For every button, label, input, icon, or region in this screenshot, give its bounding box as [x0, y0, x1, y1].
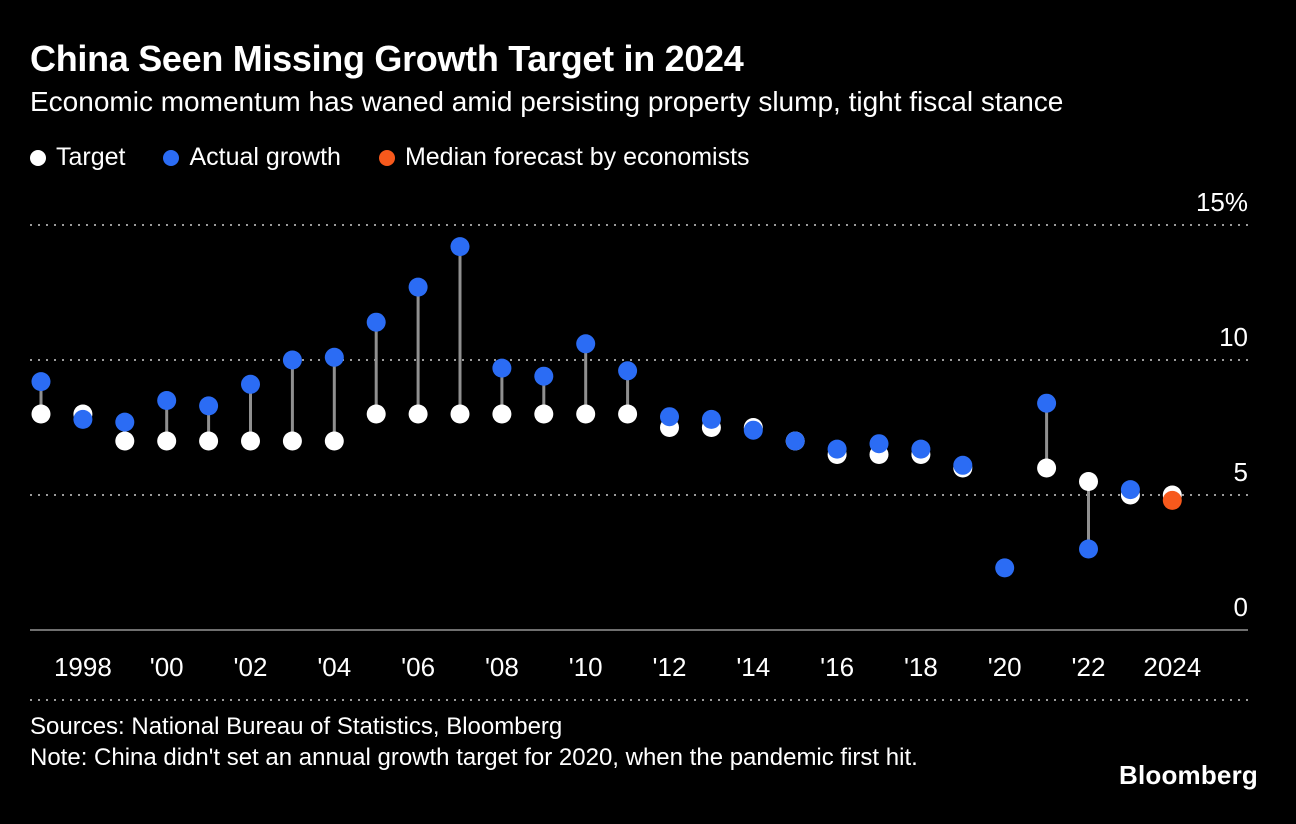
median-forecast-legend-dot	[378, 149, 395, 166]
target-dot-1997	[31, 404, 51, 424]
target-dot-2001	[199, 431, 219, 451]
target-legend-dot	[30, 149, 46, 166]
actual-dot-2018	[911, 439, 931, 459]
forecast-dot-2024	[1162, 490, 1182, 510]
actual-dot-2011	[618, 361, 638, 381]
target-dot-2006	[408, 404, 428, 424]
actual-dot-2004	[324, 347, 344, 367]
x-tick-label: '20	[988, 652, 1022, 682]
x-tick-label: '18	[904, 652, 938, 682]
target-dot-2022	[1079, 472, 1098, 491]
actual-dot-2005	[366, 312, 386, 332]
target-dot-2007	[450, 404, 470, 424]
actual-dot-2009	[534, 366, 554, 386]
x-tick-label: '06	[401, 652, 435, 682]
bloomberg-logo: Bloomberg	[1118, 760, 1258, 790]
actual-dot-2001	[199, 396, 219, 416]
actual-dot-2019	[953, 455, 973, 475]
actual-growth-legend-dot	[163, 149, 180, 166]
x-tick-label: 2024	[1143, 652, 1201, 682]
chart-legend: Target Actual growth Median forecast by …	[30, 143, 750, 172]
x-tick-label: '04	[317, 652, 351, 682]
actual-dot-2007	[450, 237, 470, 257]
y-tick-label: 0	[1234, 592, 1248, 622]
x-tick-label: '10	[569, 652, 603, 682]
x-tick-label: '16	[820, 652, 854, 682]
actual-dot-1997	[31, 372, 51, 392]
y-tick-label: 5	[1234, 457, 1248, 487]
actual-dot-2012	[660, 407, 679, 427]
target-dot-2008	[492, 404, 512, 424]
actual-dot-2022	[1079, 539, 1098, 559]
x-tick-label: '02	[234, 652, 268, 682]
actual-dot-2014	[743, 420, 763, 440]
legend-item-target: Target	[30, 143, 125, 172]
actual-dot-2013	[701, 409, 721, 429]
x-tick-label: 1998	[54, 652, 112, 682]
target-dot-2009	[534, 404, 554, 424]
y-tick-label: 15%	[1196, 187, 1248, 217]
actual-dot-2020	[995, 558, 1015, 578]
actual-dot-2003	[282, 350, 302, 370]
note-line: Note: China didn't set an annual growth …	[30, 744, 918, 771]
sources-line: Sources: National Bureau of Statistics, …	[30, 713, 563, 740]
actual-dot-2010	[576, 334, 596, 354]
y-tick-label: 10	[1219, 322, 1248, 352]
target-dot-2011	[618, 404, 638, 424]
actual-dot-2015	[785, 431, 805, 451]
target-dot-2002	[241, 431, 260, 451]
x-tick-label: '00	[150, 652, 184, 682]
actual-dot-2002	[241, 374, 260, 394]
target-dot-1999	[115, 431, 135, 451]
x-tick-label: '08	[485, 652, 519, 682]
actual-dot-1999	[115, 412, 135, 432]
target-dot-2010	[576, 404, 596, 424]
legend-label-target: Target	[56, 143, 126, 171]
actual-dot-1998	[73, 409, 93, 429]
chart-subtitle: Economic momentum has waned amid persist…	[30, 86, 1064, 117]
actual-dot-2008	[492, 358, 512, 378]
target-dot-2021	[1037, 458, 1057, 478]
legend-label-actual-growth: Actual growth	[189, 143, 341, 171]
target-dot-2004	[324, 431, 344, 451]
actual-dot-2021	[1037, 393, 1057, 413]
target-dot-2003	[282, 431, 302, 451]
chart-footer: Sources: National Bureau of Statistics, …	[30, 711, 918, 773]
actual-dot-2017	[869, 434, 889, 454]
actual-dot-2006	[408, 277, 428, 297]
legend-item-median-forecast: Median forecast by economists	[378, 143, 750, 172]
x-tick-label: '22	[1072, 652, 1106, 682]
target-dot-2000	[157, 431, 177, 451]
actual-dot-2016	[827, 439, 847, 459]
legend-label-median-forecast: Median forecast by economists	[404, 143, 750, 171]
x-tick-label: '14	[736, 652, 770, 682]
x-tick-label: '12	[653, 652, 687, 682]
actual-dot-2023	[1120, 480, 1140, 500]
target-dot-2005	[366, 404, 386, 424]
legend-item-actual-growth: Actual growth	[163, 143, 341, 172]
chart-title: China Seen Missing Growth Target in 2024	[30, 38, 744, 79]
actual-dot-2000	[157, 391, 177, 410]
